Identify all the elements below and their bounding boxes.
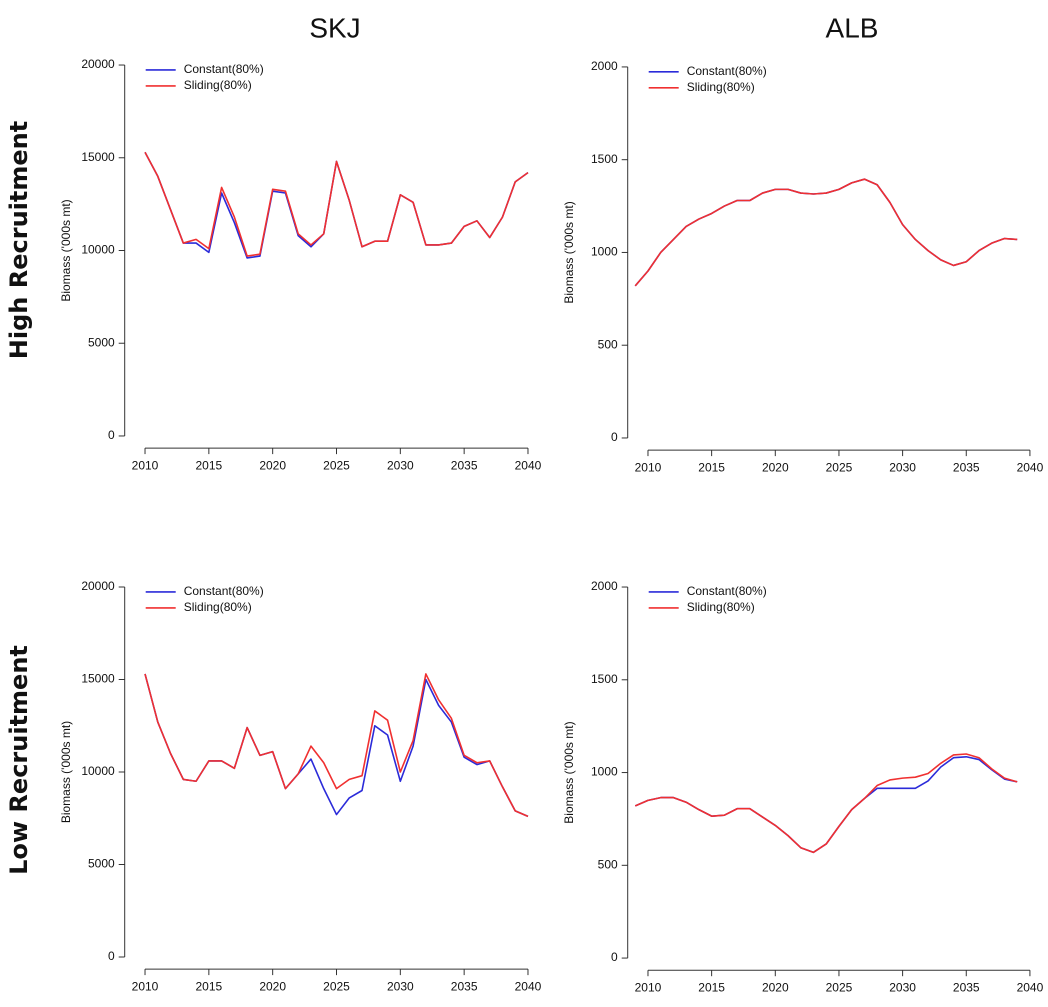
- panel: 0 5000 10000 15000 20000 2010 2015 2020 2025 2030…: [59, 57, 542, 472]
- x-tick-label: 2025: [323, 979, 350, 993]
- series-line: [634, 178, 1018, 287]
- x-tick-label: 2010: [635, 980, 662, 994]
- x-tick-label: 2015: [195, 458, 222, 472]
- panel: 0 500 1000 1500 2000 2010 2015 2020 2025 2030 2035…: [562, 59, 1044, 474]
- y-axis-label: Biomass ('000s mt): [562, 201, 576, 303]
- x-tick-label: 2040: [515, 458, 542, 472]
- series-line: [144, 673, 529, 818]
- x-tick-label: 2040: [1017, 460, 1044, 474]
- column-title: SKJ: [309, 12, 360, 43]
- row-title: Low Recruitment: [5, 645, 33, 875]
- x-tick-label: 2020: [762, 980, 789, 994]
- x-tick-label: 2010: [635, 460, 662, 474]
- x-tick-label: 2030: [387, 458, 414, 472]
- x-tick-label: 2015: [195, 979, 222, 993]
- x-tick-label: 2015: [698, 460, 725, 474]
- y-tick-label: 5000: [88, 335, 115, 349]
- x-tick-label: 2020: [259, 979, 286, 993]
- y-tick-label: 5000: [88, 857, 115, 871]
- y-tick-label: 0: [108, 949, 115, 963]
- x-tick-label: 2035: [953, 980, 980, 994]
- y-tick-label: 2000: [591, 579, 618, 593]
- series-line: [634, 753, 1018, 854]
- x-tick-label: 2040: [515, 979, 542, 993]
- y-tick-label: 15000: [81, 672, 115, 686]
- y-tick-label: 1500: [591, 152, 618, 166]
- x-tick-label: 2020: [259, 458, 286, 472]
- y-tick-label: 10000: [81, 764, 115, 778]
- x-tick-label: 2030: [889, 460, 916, 474]
- x-tick-label: 2020: [762, 460, 789, 474]
- y-tick-label: 0: [611, 950, 618, 964]
- x-tick-label: 2040: [1017, 980, 1044, 994]
- y-axis-label: Biomass ('000s mt): [59, 199, 73, 301]
- x-tick-label: 2025: [826, 460, 853, 474]
- y-tick-label: 500: [598, 337, 618, 351]
- y-tick-label: 1000: [591, 245, 618, 259]
- legend-label: Sliding(80%): [687, 80, 755, 94]
- series-line: [144, 151, 529, 257]
- x-tick-label: 2035: [451, 458, 478, 472]
- panel: 0 5000 10000 15000 20000 2010 2015 2020 2025 2030…: [59, 579, 542, 993]
- y-tick-label: 500: [598, 857, 618, 871]
- legend-label: Constant(80%): [184, 584, 264, 598]
- x-tick-label: 2015: [698, 980, 725, 994]
- y-tick-label: 0: [108, 428, 115, 442]
- y-tick-label: 15000: [81, 150, 115, 164]
- y-tick-label: 1000: [591, 765, 618, 779]
- y-axis-label: Biomass ('000s mt): [59, 721, 73, 823]
- y-tick-label: 10000: [81, 243, 115, 257]
- legend-label: Constant(80%): [687, 584, 767, 598]
- column-title: ALB: [826, 12, 879, 43]
- y-tick-label: 2000: [591, 59, 618, 73]
- y-tick-label: 20000: [81, 57, 115, 71]
- series-line: [144, 151, 529, 259]
- x-tick-label: 2035: [953, 460, 980, 474]
- y-tick-label: 0: [611, 430, 618, 444]
- legend-label: Sliding(80%): [184, 600, 252, 614]
- legend-label: Constant(80%): [687, 64, 767, 78]
- x-tick-label: 2010: [132, 458, 159, 472]
- legend-label: Sliding(80%): [184, 78, 252, 92]
- x-tick-label: 2035: [451, 979, 478, 993]
- series-line: [144, 673, 529, 818]
- legend-label: Sliding(80%): [687, 600, 755, 614]
- series-line: [634, 755, 1018, 854]
- y-tick-label: 1500: [591, 672, 618, 686]
- series-line: [634, 178, 1018, 287]
- y-axis-label: Biomass ('000s mt): [562, 721, 576, 823]
- x-tick-label: 2025: [323, 458, 350, 472]
- panel: 0 500 1000 1500 2000 2010 2015 2020 2025 2030 2035…: [562, 579, 1044, 994]
- x-tick-label: 2030: [889, 980, 916, 994]
- x-tick-label: 2030: [387, 979, 414, 993]
- row-title: High Recruitment: [5, 121, 33, 359]
- legend-label: Constant(80%): [184, 62, 264, 76]
- x-tick-label: 2010: [132, 979, 159, 993]
- y-tick-label: 20000: [81, 579, 115, 593]
- x-tick-label: 2025: [826, 980, 853, 994]
